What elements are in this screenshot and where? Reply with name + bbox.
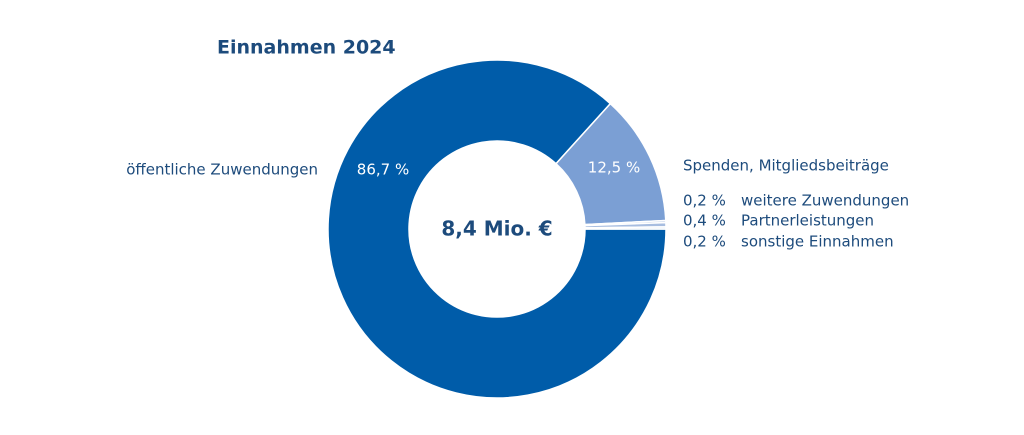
value-label: 0,4 % [683,212,726,230]
value-label: 0,2 % [683,192,726,210]
donut-slice [327,59,667,399]
chart-title: Einnahmen 2024 [217,37,396,59]
value-label: 86,7 % [357,161,409,179]
category-label: Partnerleistungen [741,212,874,230]
category-label: weitere Zuwendungen [741,192,909,210]
donut [327,59,667,399]
center-label: 8,4 Mio. € [441,217,552,241]
value-label: 12,5 % [588,159,640,177]
category-label: Spenden, Mitgliedsbeiträge [683,157,889,175]
value-label: 0,2 % [683,233,726,251]
category-label: sonstige Einnahmen [741,233,894,251]
category-label: öffentliche Zuwendungen [126,161,318,179]
donut-slice [584,226,667,230]
